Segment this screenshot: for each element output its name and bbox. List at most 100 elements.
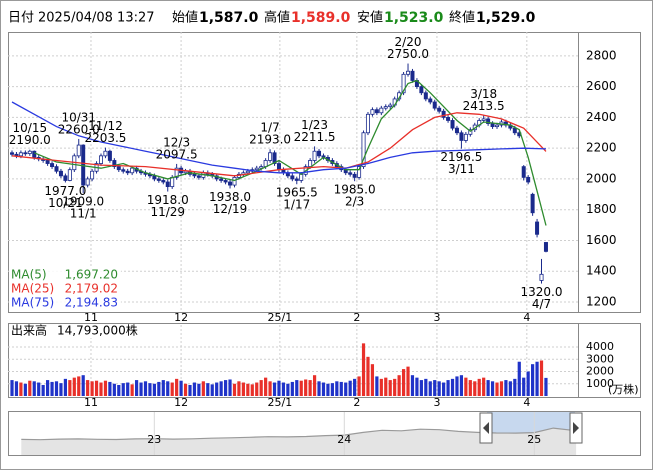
volume-bar <box>90 381 94 396</box>
price-frame <box>8 32 641 313</box>
annotation-date: 3/18 <box>470 87 497 101</box>
volume-bar <box>232 383 237 396</box>
volume-bar <box>539 360 544 396</box>
volume-bar <box>504 380 508 396</box>
annotation-price: 2260.0 <box>58 122 100 136</box>
candle-body <box>98 155 103 164</box>
x-tick-label: 11 <box>84 311 98 324</box>
volume-bar <box>304 379 308 396</box>
volume-bar <box>397 375 401 396</box>
y-tick-label: 2600 <box>586 79 617 93</box>
volume-bar <box>206 383 210 396</box>
candle-body <box>272 152 277 164</box>
volume-bar <box>330 383 334 396</box>
annotation-date: 3/11 <box>448 162 475 176</box>
volume-title: 出来高 <box>11 323 47 338</box>
annotation-price: 2196.5 <box>440 150 482 164</box>
volume-bar <box>223 380 228 396</box>
volume-bar <box>344 382 348 396</box>
candle-body <box>23 152 28 155</box>
annotation-price: 2193.0 <box>249 133 291 147</box>
candle-body <box>441 110 446 118</box>
legend-name: MA(75) <box>11 296 54 310</box>
y-tick-label: 1800 <box>586 202 617 216</box>
volume-bar <box>486 380 490 396</box>
volume-bar <box>437 381 441 396</box>
volume-bar <box>384 377 388 396</box>
candle-body <box>112 160 117 168</box>
date-label: 日付 <box>8 11 34 26</box>
candle-body <box>223 180 228 183</box>
open-value: 1,587.0 <box>199 10 259 26</box>
ma-line <box>34 79 547 226</box>
volume-bar <box>23 383 27 396</box>
candle-body <box>27 150 32 154</box>
high-label: 高値 <box>264 10 290 26</box>
candle-body <box>299 173 304 181</box>
candle-body <box>454 127 459 134</box>
volume-bar <box>339 381 343 396</box>
volume-bar <box>255 382 259 396</box>
volume-unit: (万株) <box>608 382 639 396</box>
candle-body <box>357 166 362 178</box>
volume-bar <box>152 383 156 396</box>
volume-bar <box>299 380 303 396</box>
volume-bar <box>450 378 455 396</box>
high-value: 1,589.0 <box>291 10 351 26</box>
volume-bar <box>228 379 232 396</box>
volume-bar <box>201 381 205 396</box>
volume-bar <box>388 380 392 396</box>
volume-bar <box>375 376 379 396</box>
annotation-price: 2211.5 <box>294 130 336 144</box>
volume-bar <box>468 380 472 396</box>
volume-bar <box>410 375 415 396</box>
candle-body <box>406 70 411 75</box>
y-tick-label: 1200 <box>586 295 617 309</box>
handle-arrow <box>483 422 489 434</box>
legend-value: 2,194.83 <box>65 296 118 310</box>
volume-bar <box>348 380 352 396</box>
marks <box>10 63 548 396</box>
candle-body <box>63 175 68 181</box>
x-tick-label: 2 <box>353 396 360 409</box>
candle-body <box>432 101 437 109</box>
volume-bar <box>148 383 152 396</box>
volume-bar <box>112 383 116 396</box>
volume-bar <box>63 378 68 396</box>
candle-body <box>543 242 548 252</box>
annotation-date: 2/3 <box>345 195 364 209</box>
candle-body <box>446 116 451 121</box>
volume-bar <box>272 382 277 396</box>
candle-body <box>290 175 295 180</box>
volume-bar <box>166 381 170 396</box>
annotation-price: 2413.5 <box>463 99 505 113</box>
x-tick-label: 12 <box>174 311 188 324</box>
x-tick-label: 4 <box>523 396 530 409</box>
annotation-price: 2203.5 <box>84 131 126 145</box>
annotation-date: 12/3 <box>163 135 190 149</box>
volume-bar <box>246 383 250 396</box>
y-tick-label: 3000 <box>586 352 614 365</box>
x-tick-label: 2 <box>353 311 360 324</box>
volume-bar <box>490 381 495 396</box>
volume-bar <box>495 382 499 396</box>
candle-body <box>481 118 486 121</box>
y-tick-label: 2000 <box>586 365 614 378</box>
volume-bar <box>406 366 410 396</box>
candle-body <box>54 166 59 172</box>
low-value: 1,523.0 <box>384 10 444 26</box>
candle-body <box>370 109 375 115</box>
ma-line <box>11 101 547 174</box>
candle-body <box>539 273 544 281</box>
candle-body <box>174 167 179 178</box>
x-tick-label: 3 <box>433 396 440 409</box>
close-label: 終値 <box>449 10 475 26</box>
candle-body <box>535 221 540 235</box>
candle-body <box>419 86 424 94</box>
volume-bar <box>482 377 486 396</box>
candle-body <box>156 178 161 181</box>
volume-bar <box>108 381 112 396</box>
ma-line <box>11 112 547 177</box>
annotation-date: 10/15 <box>13 121 48 135</box>
